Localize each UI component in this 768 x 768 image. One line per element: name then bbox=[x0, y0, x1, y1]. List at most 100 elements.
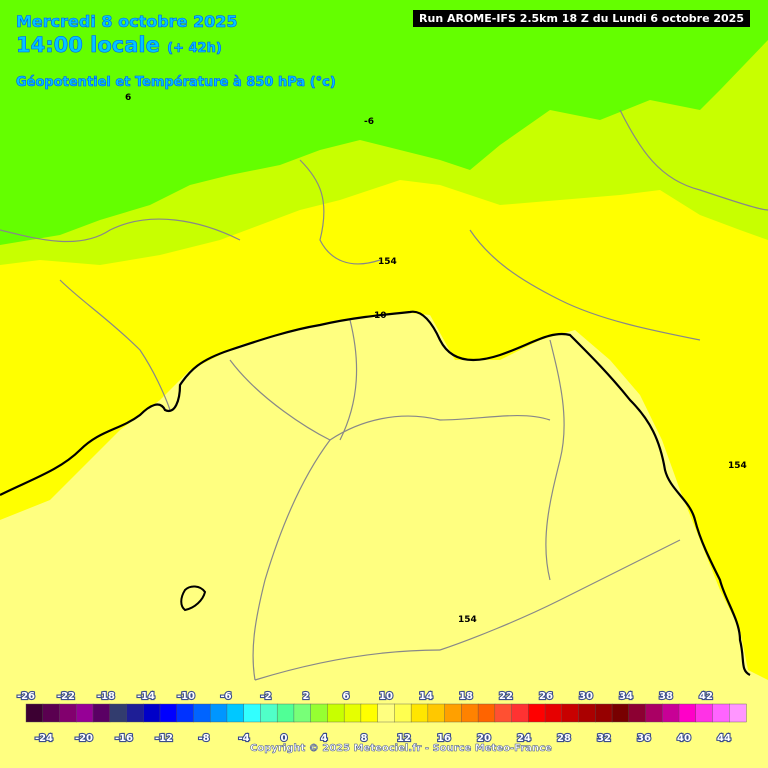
legend-swatch bbox=[76, 703, 94, 723]
legend-tick-label: 2 bbox=[303, 691, 310, 702]
legend-tick-label: -20 bbox=[75, 733, 93, 744]
legend-tick-label: -16 bbox=[115, 733, 133, 744]
legend-swatch bbox=[92, 703, 111, 723]
legend-tick-label: 6 bbox=[343, 691, 350, 702]
legend-swatch bbox=[243, 703, 262, 723]
legend-tick-label: 44 bbox=[717, 733, 731, 744]
run-label: Run AROME-IFS 2.5km 18 Z du Lundi 6 octo… bbox=[413, 10, 750, 27]
legend-swatches bbox=[25, 703, 747, 723]
legend-swatch bbox=[59, 703, 77, 723]
legend-top-labels: -26 -22 -18 -14 -10 -6 -2 2 6 10 14 18 22 26 30 34 38 42 bbox=[16, 690, 714, 703]
legend-tick-label: 18 bbox=[459, 691, 473, 702]
legend-tick-label: 28 bbox=[557, 733, 571, 744]
legend-tick-label: 8 bbox=[361, 733, 368, 744]
isoline-label: 154 bbox=[378, 257, 397, 267]
legend-tick-label: -10 bbox=[177, 691, 195, 702]
legend-swatch bbox=[360, 703, 379, 723]
legend-tick-label: 14 bbox=[419, 691, 433, 702]
color-legend: -26 -22 -18 -14 -10 -6 -2 2 6 10 14 18 22 26 30 34 38 42 … bbox=[16, 690, 747, 745]
legend-tick-label: 10 bbox=[379, 691, 393, 702]
legend-swatch bbox=[712, 703, 730, 723]
legend-tick-label: 24 bbox=[517, 733, 531, 744]
forecast-time: 14:00 locale (+ 42h) bbox=[16, 33, 222, 58]
legend-swatch bbox=[461, 703, 479, 723]
legend-tick-label: 26 bbox=[539, 691, 553, 702]
legend-swatch bbox=[695, 703, 714, 723]
isoline-label: 10 bbox=[374, 311, 387, 321]
legend-swatch bbox=[176, 703, 195, 723]
coastline bbox=[0, 310, 751, 676]
region-borders bbox=[0, 109, 768, 681]
legend-tick-label: 12 bbox=[397, 733, 411, 744]
legend-swatch bbox=[226, 703, 245, 723]
legend-swatch bbox=[25, 703, 44, 723]
legend-swatch bbox=[343, 703, 362, 723]
legend-swatch bbox=[729, 703, 747, 723]
legend-swatch bbox=[595, 703, 613, 723]
legend-swatch bbox=[678, 703, 697, 723]
legend-tick-label: 32 bbox=[597, 733, 611, 744]
legend-tick-label: 22 bbox=[499, 691, 513, 702]
legend-swatch bbox=[611, 703, 630, 723]
legend-swatch bbox=[377, 703, 395, 723]
legend-swatch bbox=[260, 703, 278, 723]
legend-swatch bbox=[394, 703, 412, 723]
legend-bottom-labels: -24 -20 -16 -12 -8 -4 0 4 8 12 16 20 24 28 32 36 40 44 bbox=[34, 732, 732, 745]
legend-swatch bbox=[511, 703, 529, 723]
legend-tick-label: -8 bbox=[198, 733, 209, 744]
legend-swatch bbox=[143, 703, 161, 723]
legend-swatch bbox=[159, 703, 178, 723]
legend-swatch bbox=[645, 703, 663, 723]
legend-swatch bbox=[578, 703, 596, 723]
legend-tick-label: 36 bbox=[637, 733, 651, 744]
legend-swatch bbox=[293, 703, 312, 723]
legend-tick-label: -4 bbox=[238, 733, 249, 744]
legend-swatch bbox=[109, 703, 128, 723]
legend-swatch bbox=[528, 703, 546, 723]
local-time: 14:00 locale bbox=[16, 33, 160, 58]
isoline-label: -6 bbox=[364, 117, 374, 127]
legend-swatch bbox=[327, 703, 345, 723]
legend-tick-label: -24 bbox=[35, 733, 53, 744]
legend-swatch bbox=[42, 703, 61, 723]
legend-swatch bbox=[310, 703, 328, 723]
legend-tick-label: -26 bbox=[17, 691, 35, 702]
legend-swatch bbox=[477, 703, 496, 723]
legend-tick-label: -2 bbox=[260, 691, 271, 702]
island bbox=[180, 585, 207, 612]
legend-tick-label: 4 bbox=[321, 733, 328, 744]
legend-tick-label: -22 bbox=[57, 691, 75, 702]
temperature-zone-green bbox=[0, 0, 768, 245]
copyright-notice: Copyright © 2025 Meteociel.fr - Source M… bbox=[250, 743, 552, 755]
legend-tick-label: 42 bbox=[699, 691, 713, 702]
legend-swatch bbox=[276, 703, 295, 723]
legend-tick-label: 34 bbox=[619, 691, 633, 702]
legend-swatch bbox=[544, 703, 563, 723]
legend-tick-label: 30 bbox=[579, 691, 593, 702]
legend-swatch bbox=[410, 703, 429, 723]
isoline-label: 6 bbox=[125, 93, 131, 103]
legend-tick-label: -18 bbox=[97, 691, 115, 702]
map-title: Géopotentiel et Température à 850 hPa (°… bbox=[16, 75, 336, 91]
legend-swatch bbox=[427, 703, 446, 723]
legend-swatch bbox=[193, 703, 211, 723]
legend-tick-label: -12 bbox=[155, 733, 173, 744]
forecast-date: Mercredi 8 octobre 2025 bbox=[16, 12, 238, 32]
legend-tick-label: 38 bbox=[659, 691, 673, 702]
legend-tick-label: -14 bbox=[137, 691, 155, 702]
legend-swatch bbox=[662, 703, 680, 723]
legend-swatch bbox=[561, 703, 580, 723]
legend-tick-label: 20 bbox=[477, 733, 491, 744]
legend-swatch bbox=[126, 703, 144, 723]
legend-swatch bbox=[444, 703, 462, 723]
legend-swatch bbox=[209, 703, 228, 723]
isoline-label: 154 bbox=[458, 615, 477, 625]
legend-tick-label: 0 bbox=[281, 733, 288, 744]
legend-tick-label: -6 bbox=[220, 691, 231, 702]
forecast-offset: (+ 42h) bbox=[167, 41, 222, 57]
legend-swatch bbox=[494, 703, 513, 723]
legend-swatch bbox=[628, 703, 647, 723]
legend-tick-label: 40 bbox=[677, 733, 691, 744]
isoline-label: 154 bbox=[728, 461, 747, 471]
